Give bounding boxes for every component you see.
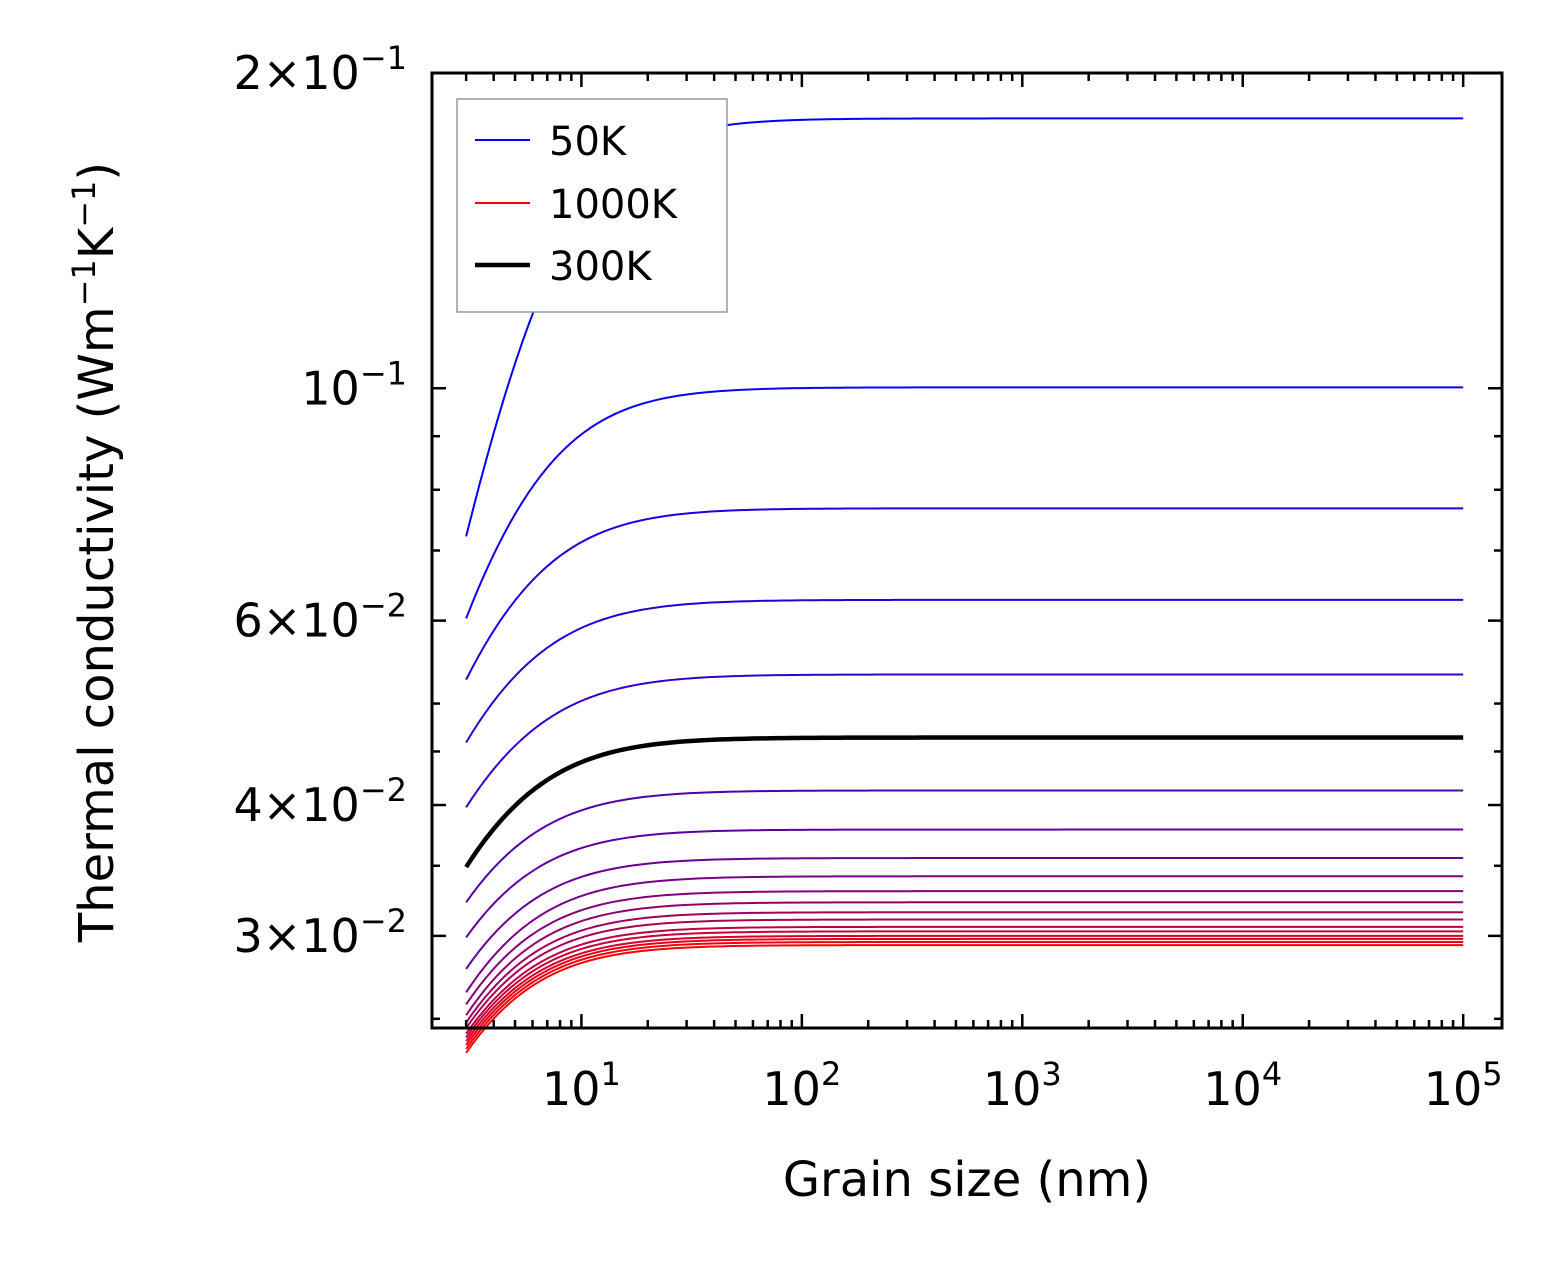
y-tick-label-0.06: 6×10−2 [233, 587, 407, 648]
x-tick-label-exp: 3 [1041, 1055, 1061, 1093]
series-line-200k [465, 598, 1464, 743]
legend: 50K 1000K 300K [456, 98, 728, 313]
y-axis-title-part2: K [69, 226, 125, 259]
y-axis-title-exp1: −1 [65, 259, 103, 306]
series-line-950k [465, 940, 1464, 1050]
y-tick-label-exp: −1 [360, 39, 407, 77]
legend-label-1000k: 1000K [549, 182, 679, 228]
y-axis-title-part1: Thermal conductivity (Wm [69, 306, 125, 943]
series-line-300k [464, 735, 1464, 869]
ticks-layer [432, 71, 1502, 1028]
x-tick-label-base: 10 [983, 1062, 1042, 1116]
series-line-650k [465, 911, 1464, 1024]
tick-labels-layer: 101 102 103 104 1052×10−110−16×10−24×10−23×1… [233, 39, 1502, 1116]
series-line-500k [465, 875, 1464, 993]
x-tick-label-base: 10 [1424, 1062, 1483, 1116]
legend-label-300k: 300K [549, 244, 653, 290]
series-line-450k [465, 857, 1464, 970]
x-axis-title: Grain size (nm) [783, 1152, 1151, 1208]
x-tick-label-10: 101 [542, 1055, 621, 1116]
y-tick-label-exp: −2 [360, 587, 407, 625]
series-line-150k [465, 507, 1464, 681]
y-axis-title: Thermal conductivity (Wm−1K−1) [65, 162, 125, 943]
x-tick-label-exp: 1 [601, 1055, 621, 1093]
x-tick-label-1000: 103 [983, 1055, 1062, 1116]
x-tick-label-base: 10 [1203, 1062, 1262, 1116]
series-line-600k [465, 901, 1464, 1016]
series-line-550k [465, 890, 1464, 1006]
series-line-1000k [465, 944, 1464, 1054]
y-tick-label-0.04: 4×10−2 [233, 771, 407, 832]
legend-box [456, 98, 728, 313]
x-tick-label-100000: 105 [1424, 1055, 1503, 1116]
y-axis-title-exp2: −1 [65, 181, 103, 228]
y-tick-label-0.2: 2×10−1 [233, 39, 407, 100]
y-tick-label-base: 10 [301, 361, 360, 415]
y-tick-label-base: 4×10 [233, 778, 359, 832]
series-line-900k [465, 937, 1464, 1046]
series-line-400k [465, 828, 1464, 938]
x-tick-label-base: 10 [762, 1062, 821, 1116]
series-layer [464, 117, 1464, 1054]
y-tick-label-exp: −1 [360, 354, 407, 392]
x-tick-label-base: 10 [542, 1062, 601, 1116]
series-line-250k [465, 673, 1464, 808]
y-tick-label-exp: −2 [360, 902, 407, 940]
legend-label-50k: 50K [549, 119, 628, 165]
y-axis-title-part3: ) [69, 162, 125, 181]
series-line-700k [465, 918, 1464, 1029]
series-line-350k [465, 789, 1464, 903]
x-tick-label-exp: 2 [821, 1055, 841, 1093]
x-tick-label-exp: 4 [1262, 1055, 1282, 1093]
series-line-750k [465, 925, 1464, 1035]
y-tick-label-exp: −2 [360, 771, 407, 809]
x-tick-label-10000: 104 [1203, 1055, 1282, 1116]
series-line-100k [465, 386, 1464, 619]
y-tick-label-0.03: 3×10−2 [233, 902, 407, 963]
y-tick-label-0.1: 10−1 [301, 354, 407, 415]
series-line-850k [465, 934, 1464, 1042]
y-tick-label-base: 6×10 [233, 594, 359, 648]
x-tick-label-exp: 5 [1482, 1055, 1502, 1093]
x-tick-label-100: 102 [762, 1055, 841, 1116]
y-tick-label-base: 3×10 [233, 909, 359, 963]
y-tick-label-base: 2×10 [233, 46, 359, 100]
series-line-800k [465, 930, 1464, 1038]
